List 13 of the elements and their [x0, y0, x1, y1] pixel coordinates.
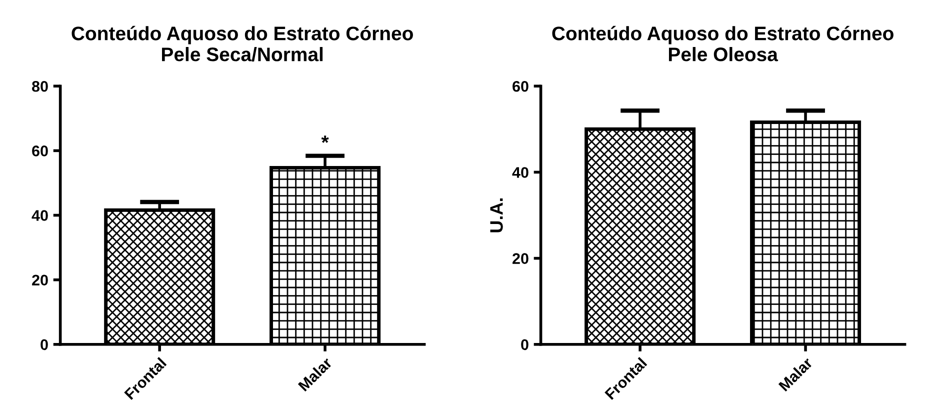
chart-title: Conteúdo Aquoso do Estrato Córneo Pele Seca/Normal: [72, 26, 413, 62]
y-axis-title: U.A.: [490, 198, 503, 232]
y-tick-label: 40: [32, 210, 48, 221]
y-tick-label: 20: [512, 253, 528, 264]
y-tick-label: 0: [521, 339, 528, 350]
y-tick-label: 60: [32, 146, 48, 156]
y-tick-label: 0: [40, 339, 48, 350]
annotation: *: [321, 136, 329, 143]
y-tick-label: 80: [32, 80, 48, 92]
y-tick-label: 20: [32, 274, 48, 286]
chart-title: Conteúdo Aquoso do Estrato Córneo Pele Oleosa: [552, 26, 894, 62]
y-tick-label: 60: [512, 80, 528, 92]
y-tick-label: 40: [512, 167, 528, 178]
